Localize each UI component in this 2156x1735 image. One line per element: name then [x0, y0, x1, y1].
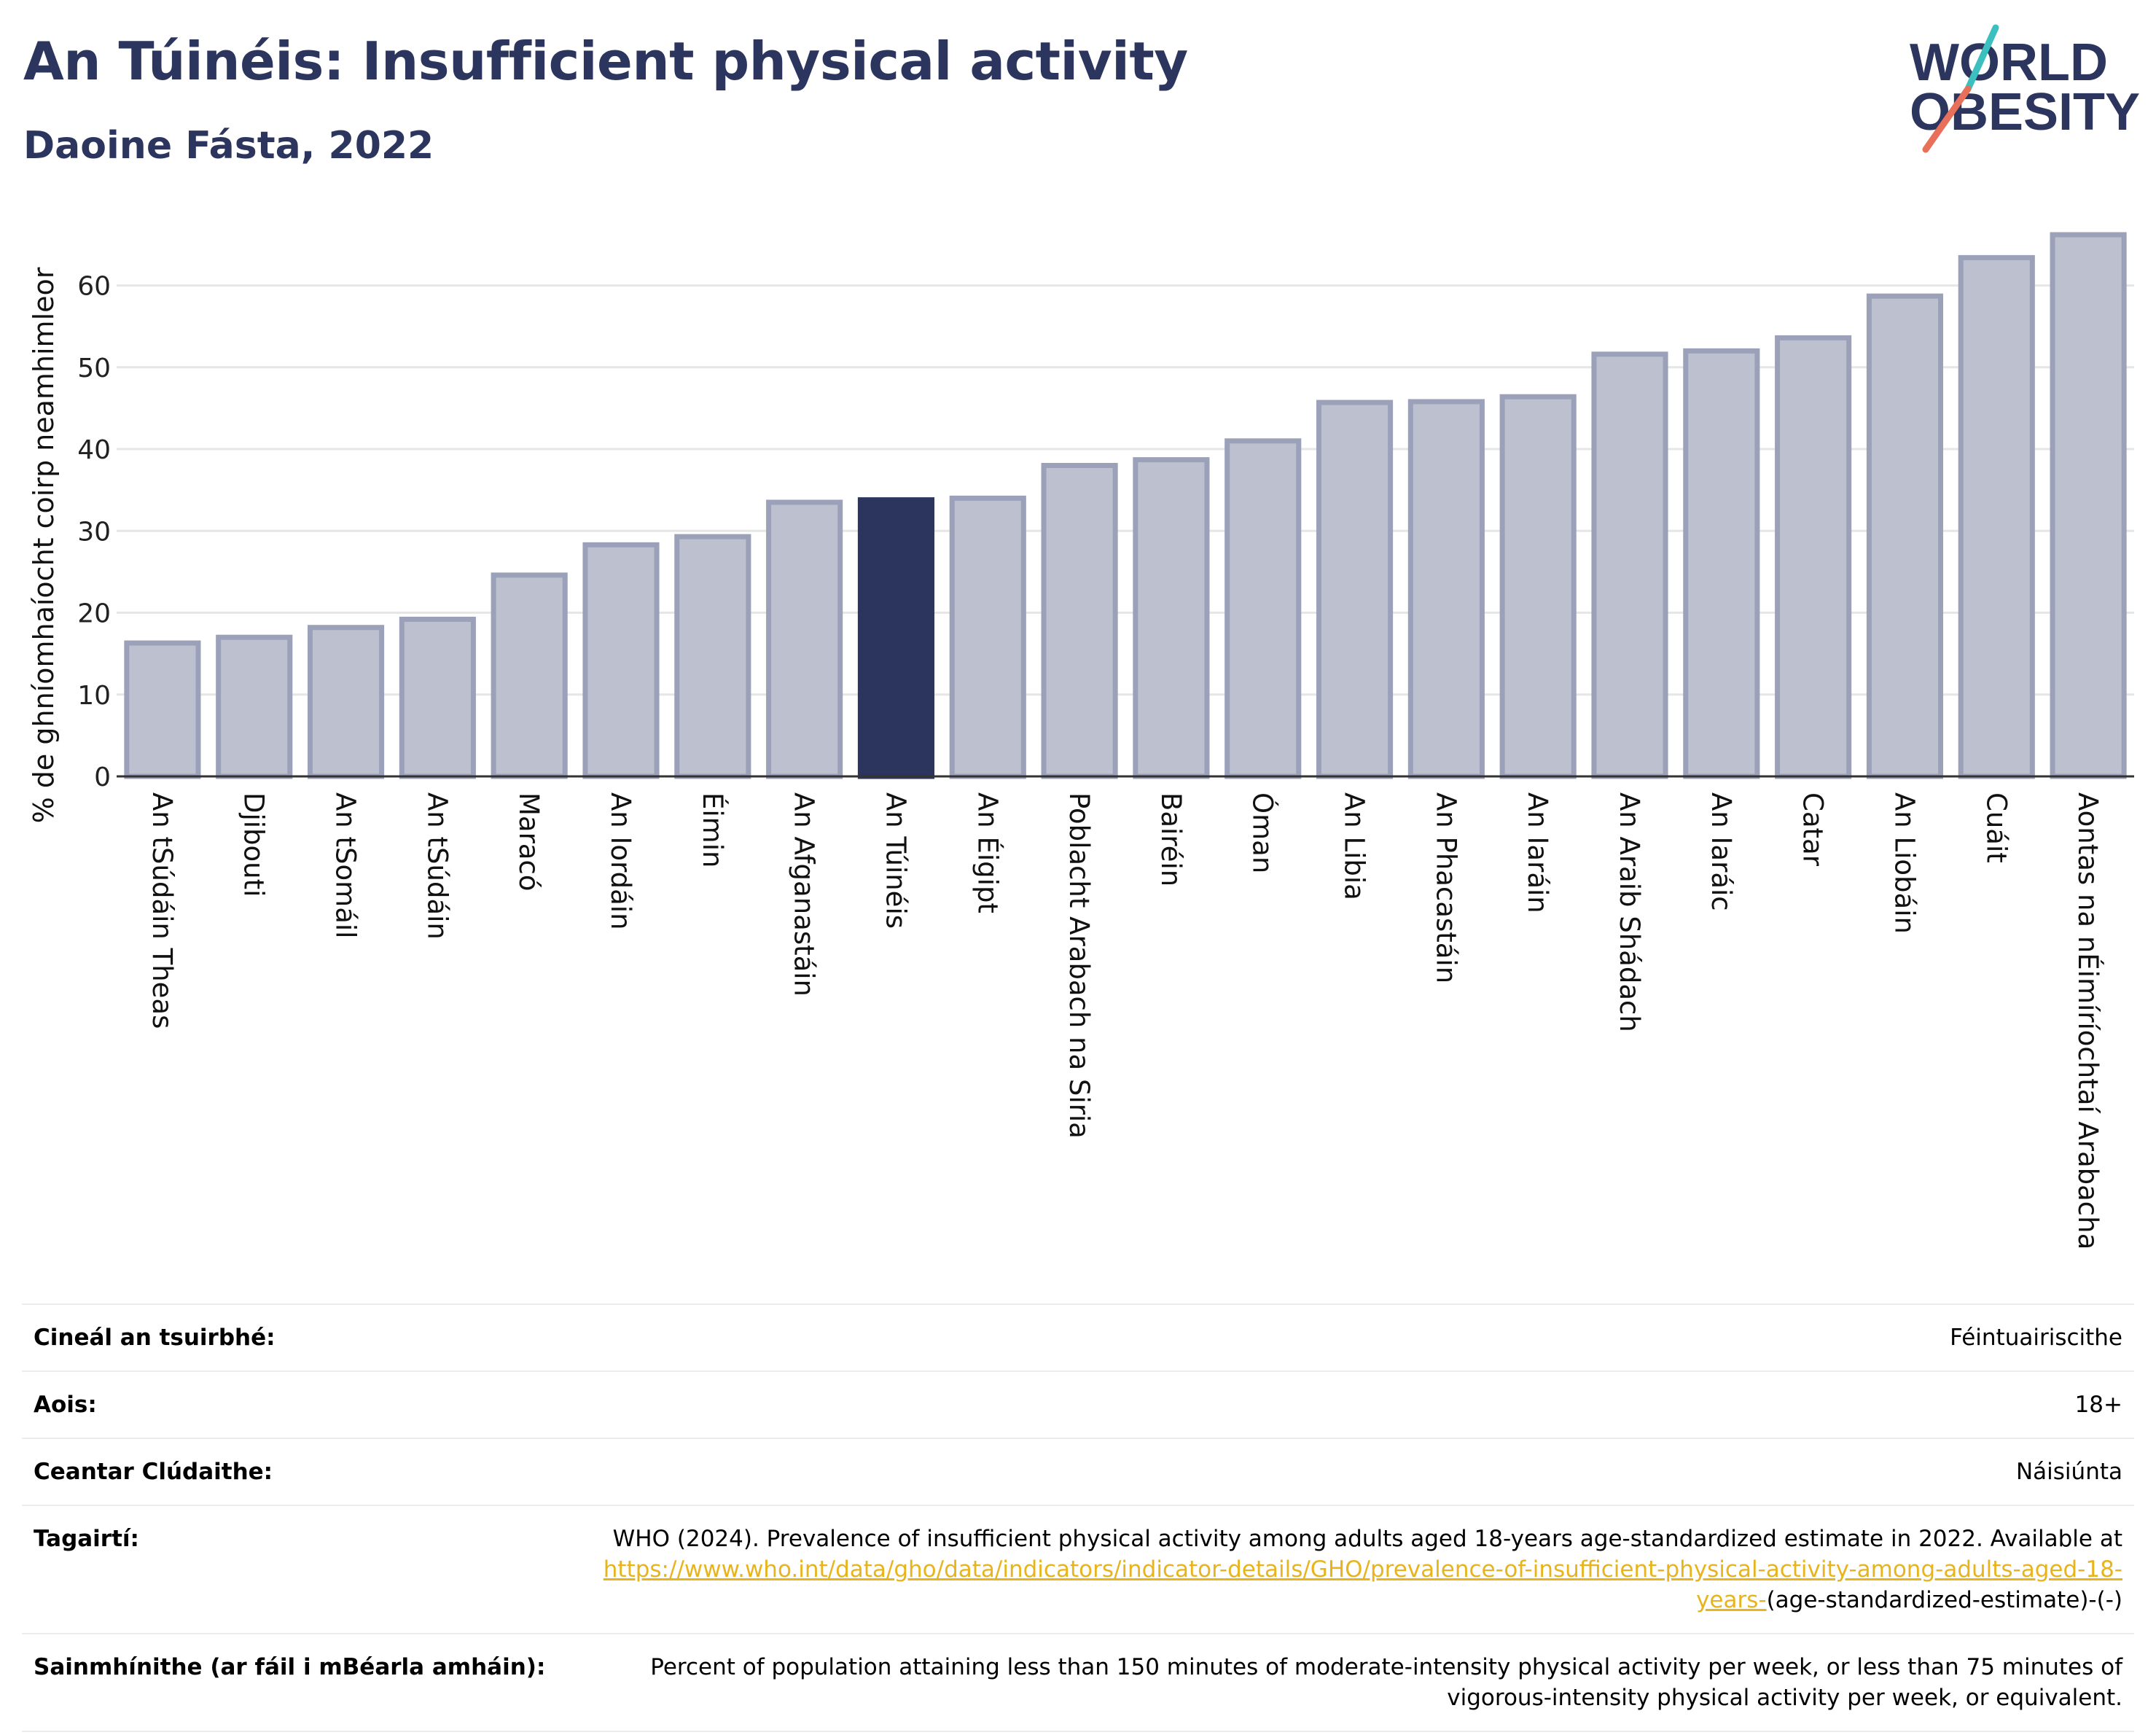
bar — [491, 572, 568, 779]
row-value: Náisiúnta — [2015, 1459, 2122, 1485]
x-tick-label: Poblacht Arabach na Siria — [1063, 792, 1095, 1139]
table-row-survey-type: Cineál an tsuirbhé: Féintuairiscithe — [22, 1305, 2134, 1372]
y-tick-label: 0 — [94, 763, 111, 792]
bar — [1958, 254, 2035, 779]
table-row-age: Aois: 18+ — [22, 1372, 2134, 1439]
x-tick-label: Aontas na nÉimíríochtaí Arabacha — [2072, 792, 2104, 1249]
y-tick-label: 20 — [77, 599, 111, 629]
bar — [2050, 232, 2127, 779]
row-value: 18+ — [2074, 1392, 2122, 1418]
x-tick-label: Catar — [1797, 792, 1829, 867]
x-tick-label: An Iaráic — [1706, 792, 1737, 911]
row-label: Aois: — [34, 1392, 97, 1418]
x-tick-label: An Iaráin — [1522, 792, 1553, 913]
x-tick-label: Éimin — [697, 792, 729, 868]
y-tick-label: 60 — [77, 272, 111, 302]
row-label: Tagairtí: — [34, 1526, 139, 1552]
page-subtitle: Daoine Fásta, 2022 — [23, 124, 434, 168]
row-label: Ceantar Clúdaithe: — [34, 1459, 273, 1485]
bar — [1866, 293, 1944, 779]
reference-link[interactable]: https://www.who.int/data/gho/data/indica… — [603, 1556, 2122, 1613]
bar — [1499, 394, 1577, 779]
x-tick-label: Cuáit — [1980, 792, 2012, 863]
table-row-coverage: Ceantar Clúdaithe: Náisiúnta — [22, 1439, 2134, 1506]
bar — [674, 534, 751, 779]
bar — [399, 617, 476, 779]
bar — [1591, 351, 1668, 779]
y-tick-label: 30 — [77, 517, 111, 547]
logo-line1: WORLD — [1910, 34, 2108, 92]
reference-text: WHO (2024). Prevalence of insufficient p… — [612, 1526, 2122, 1552]
bar — [1041, 462, 1118, 779]
x-tick-label: An Afganastáin — [789, 792, 820, 997]
row-value: WHO (2024). Prevalence of insufficient p… — [555, 1524, 2122, 1615]
x-tick-label: An Iordáin — [605, 792, 636, 930]
x-tick-label: An tSúdáin — [421, 792, 453, 940]
y-tick-label: 40 — [77, 435, 111, 465]
x-tick-label: An tSúdáin Theas — [147, 792, 178, 1029]
table-row-references: Tagairtí: WHO (2024). Prevalence of insu… — [22, 1506, 2134, 1634]
metadata-table: Cineál an tsuirbhé: Féintuairiscithe Aoi… — [22, 1303, 2134, 1732]
bar-chart: 0 10 20 30 40 50 60 An tSúdáin Theas Djibouti An … — [77, 232, 2134, 1249]
x-tick-label: An Araib Shádach — [1614, 792, 1645, 1032]
bar — [1133, 457, 1210, 779]
world-obesity-logo: WORLD OBESITY — [1910, 24, 2140, 153]
x-tick-label: Maracó — [513, 792, 544, 891]
row-value: Féintuairiscithe — [1950, 1325, 2122, 1351]
page-title: An Túinéis: Insufficient physical activi… — [23, 31, 1188, 92]
bar — [1683, 348, 1760, 779]
reference-suffix: (age-standardized-estimate)-(-) — [1766, 1587, 2122, 1613]
bar — [1775, 335, 1852, 779]
table-row-definitions: Sainmhínithe (ar fáil i mBéarla amháin):… — [22, 1634, 2134, 1732]
row-label: Sainmhínithe (ar fáil i mBéarla amháin): — [34, 1654, 546, 1680]
bar — [857, 497, 935, 779]
bar — [216, 634, 293, 779]
row-label: Cineál an tsuirbhé: — [34, 1325, 276, 1351]
bar — [1316, 399, 1394, 779]
x-tick-label: An tSomáil — [330, 792, 362, 938]
bar — [949, 495, 1026, 779]
x-tick-label: An Liobáin — [1889, 792, 1920, 934]
x-tick-label: Bairéin — [1155, 792, 1187, 886]
bar — [1225, 438, 1302, 779]
x-tick-label: Óman — [1247, 792, 1279, 873]
x-tick-label: An Libia — [1339, 792, 1370, 900]
x-tick-label: An Éigipt — [972, 792, 1004, 913]
y-tick-label: 10 — [77, 681, 111, 711]
bar — [766, 499, 843, 779]
bar — [124, 640, 201, 779]
x-tick-label: An Túinéis — [880, 792, 911, 929]
y-tick-label: 50 — [77, 354, 111, 383]
x-tick-label: Djibouti — [238, 792, 270, 897]
x-tick-label: An Phacastáin — [1430, 792, 1461, 983]
row-value: Percent of population attaining less tha… — [650, 1654, 2122, 1711]
bar — [307, 625, 385, 779]
bar — [582, 542, 660, 779]
bar — [1407, 399, 1485, 779]
